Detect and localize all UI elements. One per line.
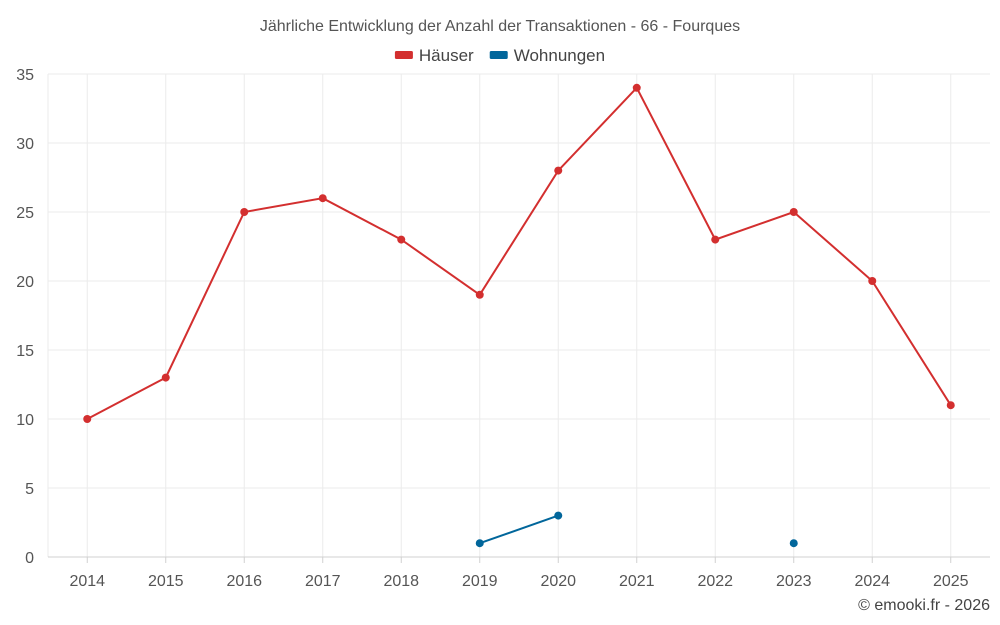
y-tick-label: 0 [25,550,34,567]
y-tick-label: 20 [16,274,34,291]
data-point[interactable] [83,415,92,423]
x-tick-label: 2017 [305,573,341,590]
x-tick-label: 2020 [540,573,576,590]
legend-swatch [489,51,508,59]
data-point[interactable] [318,194,327,203]
x-tick-label: 2014 [69,573,105,590]
data-point[interactable] [789,539,798,548]
credit-text: © emooki.fr - 2026 [858,597,990,614]
x-tick-label: 2018 [383,573,419,590]
legend-swatch [394,51,413,59]
legend-label: Wohnungen [514,46,605,65]
series-1 [475,511,798,548]
data-point[interactable] [789,208,798,216]
data-point[interactable] [475,290,484,299]
data-point[interactable] [397,235,406,244]
y-tick-label: 5 [25,481,34,498]
x-tick-label: 2021 [619,573,655,590]
chart-title: Jährliche Entwicklung der Anzahl der Tra… [260,18,740,35]
series-line [479,514,559,545]
x-tick-label: 2019 [462,573,498,590]
data-point[interactable] [161,373,170,382]
x-tick-label: 2024 [854,573,890,590]
series-line [86,86,952,420]
data-point[interactable] [711,235,720,244]
series-layer [83,83,955,548]
y-tick-label: 15 [16,343,34,360]
x-tick-label: 2015 [148,573,184,590]
legend-label: Häuser [419,46,474,65]
x-tick-label: 2023 [776,573,812,590]
data-point[interactable] [632,83,641,92]
y-tick-label: 30 [16,136,34,153]
grid [48,73,990,557]
data-point[interactable] [475,539,484,548]
legend: Häuser Wohnungen [394,46,605,65]
x-tick-label: 2025 [933,573,969,590]
y-tick-label: 10 [16,412,34,429]
y-tick-label: 35 [16,67,34,84]
data-point[interactable] [240,208,249,216]
data-point[interactable] [554,511,563,520]
data-point[interactable] [868,277,877,285]
data-point[interactable] [554,166,563,175]
data-point[interactable] [946,401,955,410]
x-tick-label: 2022 [697,573,733,590]
series-0 [83,83,955,423]
x-tick-label: 2016 [226,573,262,590]
legend-item[interactable]: Wohnungen [489,46,605,65]
legend-item[interactable]: Häuser [394,46,474,65]
y-tick-label: 25 [16,205,34,222]
